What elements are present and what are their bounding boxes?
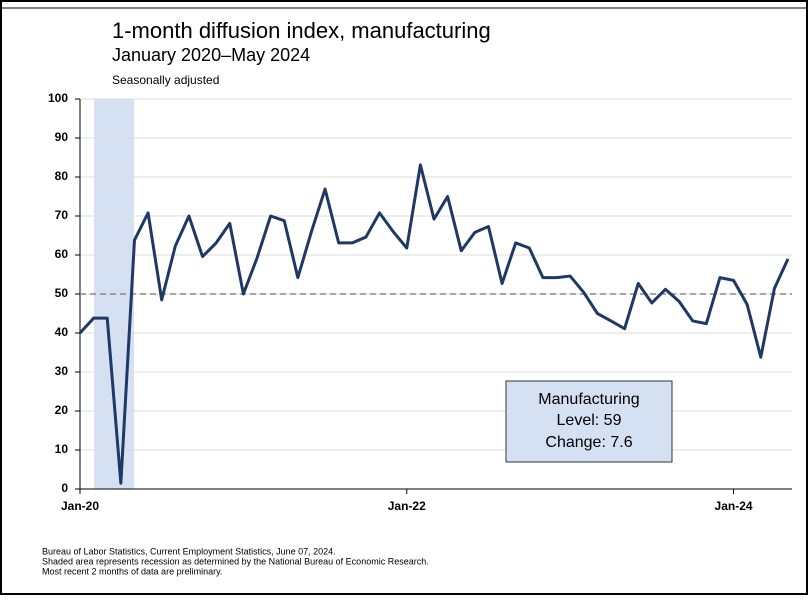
y-tick-label: 10 <box>55 442 69 456</box>
y-tick-label: 50 <box>55 286 69 300</box>
data-line <box>78 163 790 485</box>
annotation: Change: 7.6 <box>545 434 632 451</box>
y-tick-label: 0 <box>61 481 68 495</box>
chart-subtitle: January 2020–May 2024 <box>112 45 310 65</box>
annotation-box <box>505 380 673 463</box>
x-tick-label: Jan-24 <box>715 499 753 513</box>
y-tick-label: 90 <box>55 130 69 144</box>
x-tick-label: Jan-22 <box>388 499 426 513</box>
footnote: Bureau of Labor Statistics, Current Empl… <box>42 546 336 556</box>
y-tick-label: 40 <box>55 325 69 339</box>
chart-note: Seasonally adjusted <box>112 73 219 87</box>
y-tick-label: 60 <box>55 247 69 261</box>
y-tick-label: 100 <box>48 91 68 105</box>
y-tick-label: 30 <box>55 364 69 378</box>
annotation: Manufacturing <box>538 391 639 408</box>
chart-title: 1-month diffusion index, manufacturing <box>112 18 491 43</box>
x-tick-label: Jan-20 <box>61 499 99 513</box>
annotation: Level: 59 <box>557 412 622 429</box>
footnote: Shaded area represents recession as dete… <box>42 556 429 566</box>
footnote: Most recent 2 months of data are prelimi… <box>42 566 222 576</box>
y-tick-label: 20 <box>55 403 69 417</box>
y-tick-label: 70 <box>55 208 69 222</box>
y-tick-label: 80 <box>55 169 69 183</box>
